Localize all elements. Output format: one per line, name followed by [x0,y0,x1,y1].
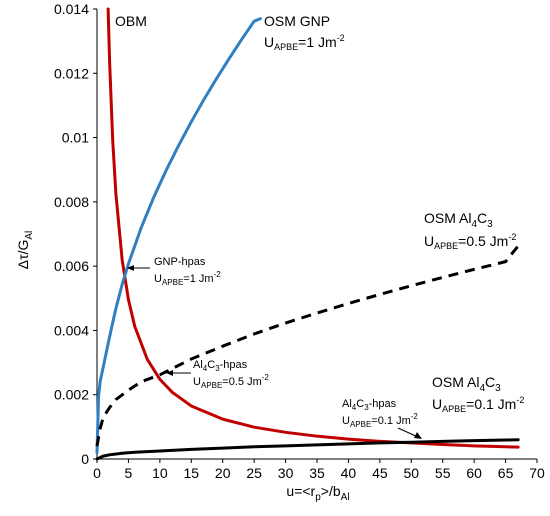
al01-hpas-arrow [397,427,419,438]
tick-labels: 0 5 10 15 20 25 30 35 40 45 50 55 60 65 70 0 0.002 0.004 0… [54,1,545,481]
osm-al4c3-01-curve [95,438,520,461]
x-tick-label: 70 [529,465,545,481]
x-axis-label: u=<rp>/bAl [286,483,349,503]
plot-lines [95,7,537,461]
y-tick-label: 0.014 [54,1,89,17]
y-axis-label-sub: Al [24,231,35,240]
x-tick-label: 20 [215,465,231,481]
al05-uapbe-label: UAPBE=0.5 Jm-2 [424,232,516,251]
al01-hpas-uapbe: UAPBE=0.1 Jm-2 [342,412,418,429]
x-tick-label: 65 [498,465,514,481]
gnp-u: U [264,34,274,50]
al05-series-label: OSM Al4C3 [424,210,493,230]
gnp-u-sub: APBE [274,42,298,52]
x-tick-label: 60 [466,465,482,481]
x-tick-label: 15 [183,465,199,481]
osm-gnp-curve [95,17,262,455]
gnp-u-val: =1 Jm [298,34,337,50]
gnp-series-label: OSM GNP [264,13,330,29]
al01-hpas-arrowhead [414,432,422,439]
x-tick-label: 5 [125,465,133,481]
al01-uapbe-label: UAPBE=0.1 Jm-2 [432,395,524,414]
x-axis-label-sub2: Al [341,492,350,503]
x-axis-label-mid: >/b [321,483,341,499]
obm-curve [106,7,520,449]
gnp-hpas-arrowhead [127,265,134,271]
y-axis-label: Δτ/GAl [15,231,35,270]
obm-label: OBM [115,13,147,29]
gnp-u-sup: -2 [337,33,345,43]
x-tick-label: 25 [246,465,262,481]
x-tick-label: 10 [152,465,168,481]
y-tick-label: 0.01 [62,130,89,146]
x-axis-label-main: u=<r [286,483,315,499]
al01-hpas-label: Al4C3-hpas [342,398,397,412]
gnp-uapbe-label: UAPBE=1 Jm-2 [264,33,345,52]
gnp-hpas-label: GNP-hpas [154,256,206,268]
y-tick-label: 0.004 [54,322,89,338]
y-axis-label-main: Δτ/G [15,240,31,270]
x-tick-label: 0 [93,465,101,481]
x-tick-label: 40 [341,465,357,481]
x-tick-label: 45 [372,465,388,481]
x-tick-label: 35 [309,465,325,481]
gnp-hpas-uapbe: UAPBE=1 Jm-2 [154,270,221,287]
y-tick-label: 0.002 [54,387,89,403]
y-tick-label: 0.006 [54,258,89,274]
x-tick-label: 50 [403,465,419,481]
y-tick-label: 0.012 [54,65,89,81]
x-axis-label-sub1: p [315,492,321,503]
al05-hpas-uapbe: UAPBE=0.5 Jm-2 [193,373,269,390]
x-tick-label: 55 [435,465,451,481]
y-tick-label: 0 [81,451,89,467]
al05-hpas-label: Al4C3-hpas [193,359,248,373]
x-tick-label: 30 [278,465,294,481]
osm-al4c3-05-curve [95,244,520,447]
al01-series-label: OSM Al4C3 [432,374,501,394]
al05-hpas-arrowhead [166,370,173,376]
y-tick-label: 0.008 [54,194,89,210]
